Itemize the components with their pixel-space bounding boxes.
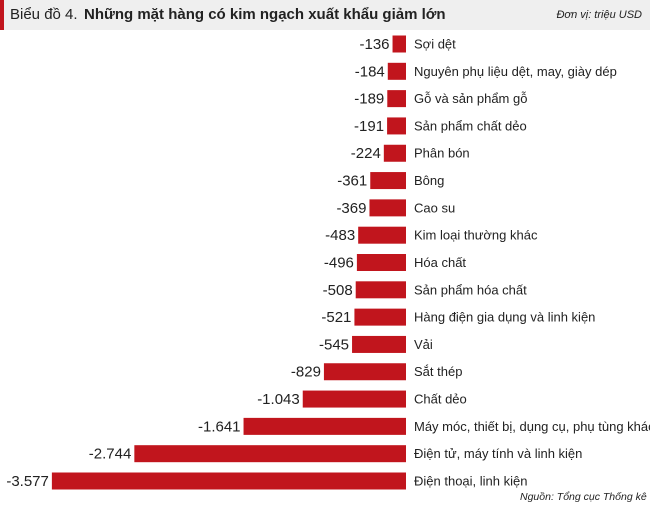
- bar: [352, 335, 406, 353]
- value-label: -369: [336, 200, 366, 217]
- bar: [134, 445, 406, 463]
- value-label: -1.043: [257, 391, 300, 408]
- value-label: -136: [360, 36, 390, 53]
- value-label: -545: [319, 336, 349, 353]
- category-label: Phân bón: [414, 146, 470, 161]
- value-label: -483: [325, 227, 355, 244]
- value-label: -361: [337, 173, 367, 190]
- bar: [370, 172, 406, 190]
- category-label: Điện thoại, linh kiện: [414, 473, 527, 488]
- bar: [387, 90, 406, 108]
- category-label: Sản phẩm chất dẻo: [414, 118, 527, 133]
- value-label: -829: [291, 364, 321, 381]
- category-label: Sắt thép: [414, 364, 462, 379]
- bar: [355, 281, 406, 299]
- bar: [392, 35, 406, 53]
- bar: [354, 308, 406, 326]
- category-label: Gỗ và sản phẩm gỗ: [414, 91, 527, 106]
- value-label: -508: [323, 282, 353, 299]
- bar: [383, 144, 406, 162]
- category-label: Kim loại thường khác: [414, 228, 538, 243]
- category-label: Điện tử, máy tính và linh kiện: [414, 446, 582, 461]
- value-label: -224: [351, 145, 381, 162]
- category-label: Cao su: [414, 200, 455, 215]
- category-label: Vải: [414, 337, 433, 352]
- category-label: Hóa chất: [414, 255, 466, 270]
- category-label: Sản phẩm hóa chất: [414, 282, 527, 297]
- category-label: Bông: [414, 173, 444, 188]
- value-label: -521: [321, 309, 351, 326]
- category-label: Hàng điện gia dụng và linh kiện: [414, 310, 595, 325]
- bar: [243, 417, 406, 435]
- bar: [356, 254, 406, 271]
- category-label: Nguyên phụ liệu dệt, may, giày dép: [414, 64, 617, 79]
- chart-label: Biểu đồ 4.: [10, 6, 78, 23]
- bar: [387, 117, 406, 135]
- value-label: -2.744: [89, 446, 132, 463]
- bar: [51, 472, 406, 490]
- category-label: Máy móc, thiết bị, dụng cụ, phụ tùng khá…: [414, 419, 650, 434]
- chart-title: Những mặt hàng có kim ngạch xuất khẩu gi…: [84, 6, 446, 23]
- bar: [369, 199, 406, 217]
- header-band: [0, 0, 650, 30]
- value-label: -3.577: [6, 473, 49, 490]
- value-label: -189: [354, 91, 384, 108]
- bar: [302, 390, 406, 408]
- bar: [323, 363, 406, 381]
- value-label: -184: [355, 63, 385, 80]
- category-label: Chất dẻo: [414, 392, 467, 407]
- header-accent: [0, 0, 4, 30]
- unit-note: Đơn vị: triệu USD: [556, 9, 642, 21]
- value-label: -191: [354, 118, 384, 135]
- category-label: Sợi dệt: [414, 36, 456, 51]
- bar: [358, 226, 406, 244]
- source-note: Nguồn: Tổng cục Thống kê: [520, 491, 647, 503]
- bar: [387, 62, 406, 80]
- value-label: -1.641: [198, 418, 241, 435]
- value-label: -496: [324, 254, 354, 271]
